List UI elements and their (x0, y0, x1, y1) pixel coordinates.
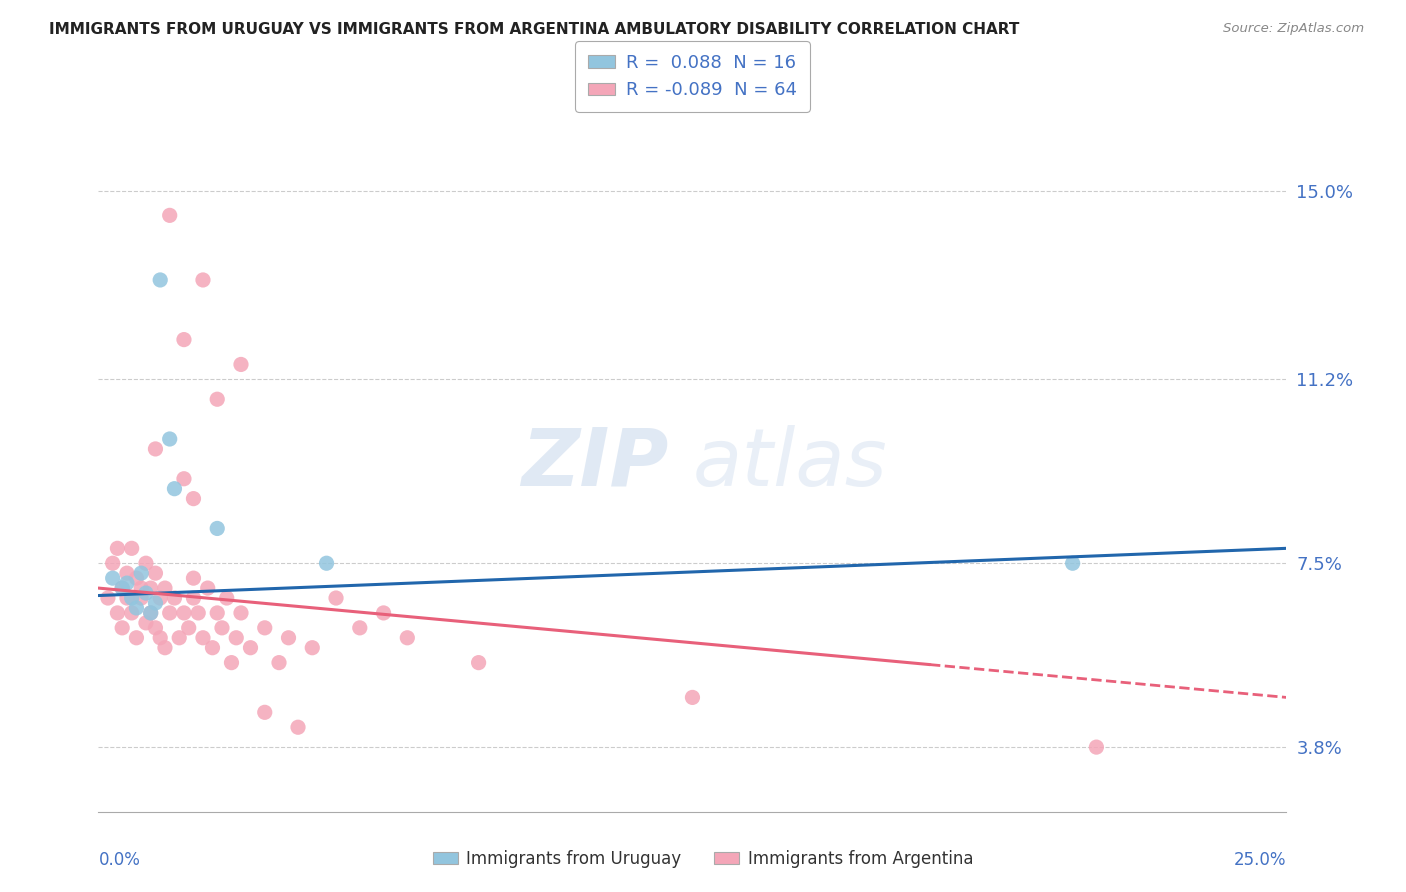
Point (101, 571, 124, 585)
Point (111, 621, 134, 635)
Point (187, 606, 209, 620)
Legend: Immigrants from Uruguay, Immigrants from Argentina: Immigrants from Uruguay, Immigrants from… (426, 844, 980, 875)
Point (173, 606, 195, 620)
Point (149, 591, 172, 605)
Point (159, 208, 181, 222)
Point (287, 720, 309, 734)
Point (229, 606, 252, 620)
Point (121, 541, 143, 556)
Point (115, 591, 138, 605)
Point (253, 621, 276, 635)
Point (211, 621, 233, 635)
Point (163, 482, 186, 496)
Point (191, 273, 214, 287)
Point (135, 586, 157, 600)
Point (467, 656, 489, 670)
Point (111, 581, 134, 595)
Point (125, 571, 148, 585)
Point (205, 521, 228, 535)
Point (253, 706, 276, 720)
Point (167, 631, 190, 645)
Point (183, 491, 205, 506)
Text: IMMIGRANTS FROM URUGUAY VS IMMIGRANTS FROM ARGENTINA AMBULATORY DISABILITY CORRE: IMMIGRANTS FROM URUGUAY VS IMMIGRANTS FR… (49, 22, 1019, 37)
Point (183, 571, 205, 585)
Point (349, 621, 371, 635)
Point (173, 472, 195, 486)
Point (149, 631, 172, 645)
Point (153, 640, 176, 655)
Point (135, 556, 157, 570)
Point (325, 591, 347, 605)
Point (153, 581, 176, 595)
Point (229, 358, 252, 372)
Point (107, 606, 129, 620)
Point (101, 556, 124, 570)
Point (163, 591, 186, 605)
Text: 25.0%: 25.0% (1234, 851, 1286, 869)
Point (125, 601, 148, 615)
Text: atlas: atlas (692, 425, 887, 503)
Point (139, 581, 162, 595)
Point (373, 606, 395, 620)
Point (159, 432, 181, 446)
Point (205, 606, 228, 620)
Point (145, 621, 167, 635)
Point (1062, 556, 1084, 570)
Point (239, 640, 262, 655)
Point (129, 591, 152, 605)
Point (129, 566, 152, 581)
Legend: R =  0.088  N = 16, R = -0.089  N = 64: R = 0.088 N = 16, R = -0.089 N = 64 (575, 42, 810, 112)
Point (107, 541, 129, 556)
Point (225, 631, 247, 645)
Point (111, 581, 134, 595)
Point (139, 606, 162, 620)
Point (277, 631, 299, 645)
Point (121, 591, 143, 605)
Point (115, 576, 138, 591)
Point (97, 591, 120, 605)
Point (221, 656, 243, 670)
Point (197, 581, 219, 595)
Point (681, 690, 703, 705)
Point (1085, 740, 1108, 755)
Point (315, 556, 337, 570)
Point (215, 591, 238, 605)
Point (145, 566, 167, 581)
Point (125, 631, 148, 645)
Point (267, 656, 290, 670)
Point (191, 631, 214, 645)
Point (301, 640, 323, 655)
Point (129, 581, 152, 595)
Point (396, 631, 419, 645)
Point (115, 566, 138, 581)
Point (201, 640, 224, 655)
Text: 0.0%: 0.0% (98, 851, 141, 869)
Point (159, 606, 181, 620)
Text: ZIP: ZIP (522, 425, 669, 503)
Point (121, 606, 143, 620)
Point (205, 392, 228, 407)
Point (145, 596, 167, 610)
Point (177, 621, 200, 635)
Point (145, 442, 167, 456)
Text: Source: ZipAtlas.com: Source: ZipAtlas.com (1223, 22, 1364, 36)
Point (139, 606, 162, 620)
Point (149, 273, 172, 287)
Point (135, 615, 157, 630)
Point (183, 591, 205, 605)
Point (173, 333, 195, 347)
